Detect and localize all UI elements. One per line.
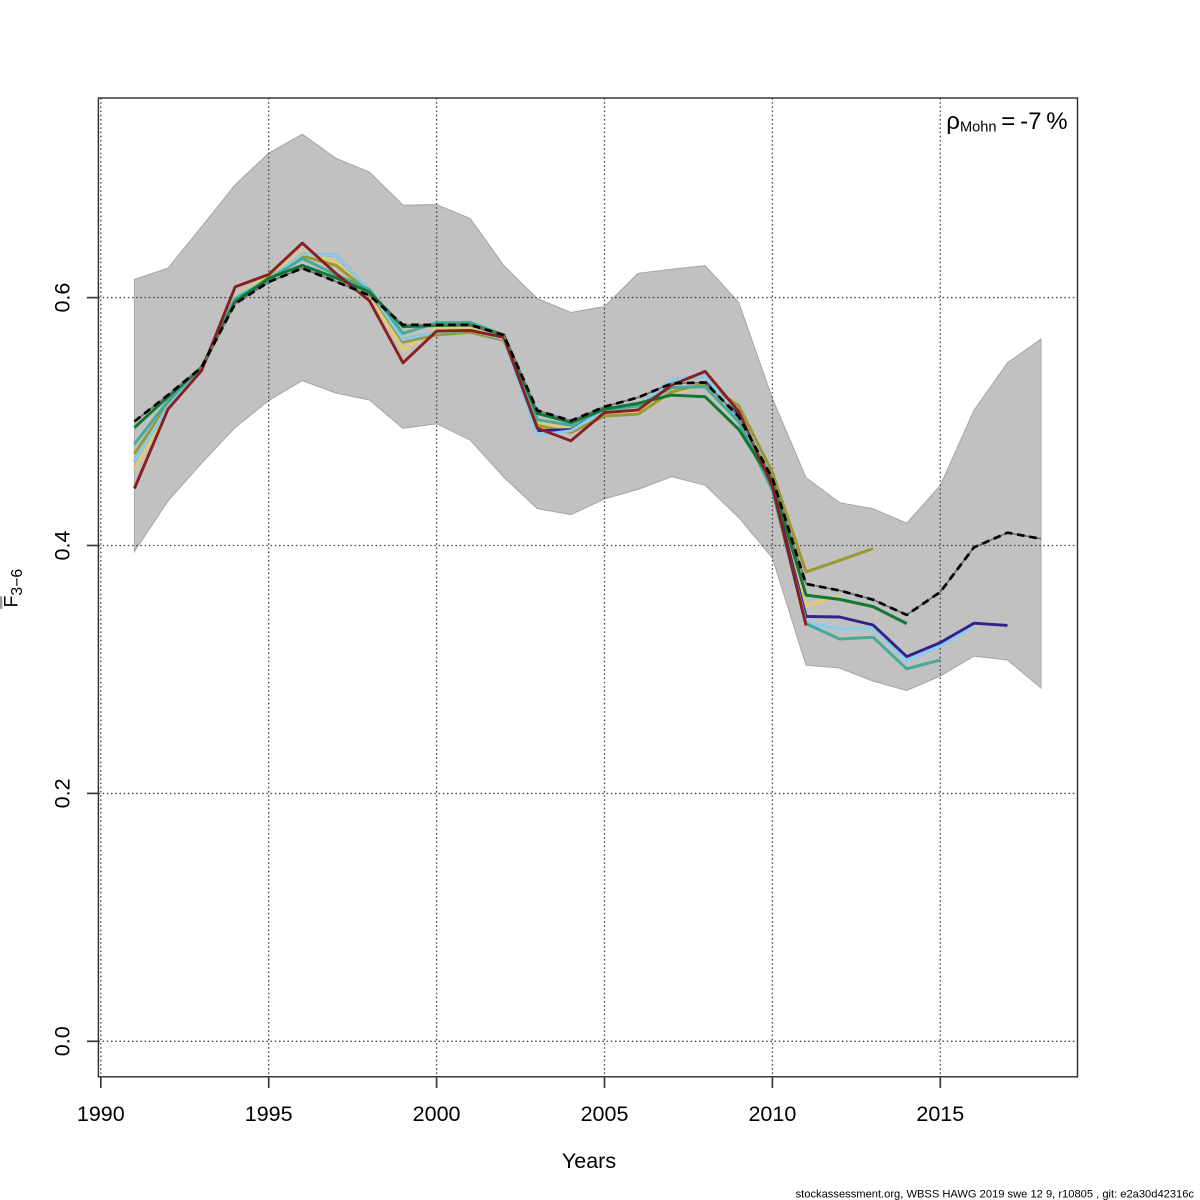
svg-text:Years: Years	[562, 1149, 616, 1173]
svg-text:2000: 2000	[413, 1102, 461, 1126]
svg-text:stockassessment.org, WBSS HAWG: stockassessment.org, WBSS HAWG 2019 swe …	[796, 1188, 1195, 1200]
svg-text:1990: 1990	[77, 1102, 125, 1126]
svg-text:0.6: 0.6	[51, 283, 75, 313]
svg-text:0.4: 0.4	[51, 531, 75, 561]
svg-text:0.0: 0.0	[51, 1026, 75, 1056]
svg-text:2015: 2015	[916, 1102, 964, 1126]
svg-text:2010: 2010	[748, 1102, 796, 1126]
svg-text:1995: 1995	[245, 1102, 293, 1126]
svg-text:2005: 2005	[581, 1102, 629, 1126]
svg-text:0.2: 0.2	[51, 778, 75, 808]
